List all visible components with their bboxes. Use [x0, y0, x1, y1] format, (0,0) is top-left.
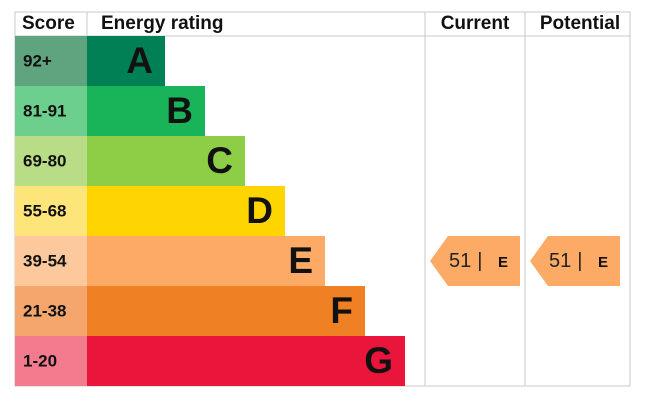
score-label: 92+ [23, 51, 52, 70]
rating-value: 51 | [549, 250, 582, 272]
separator: | [477, 250, 482, 272]
rating-letter: F [330, 290, 353, 331]
rating-bar [87, 36, 165, 86]
rating-letter: A [126, 40, 153, 81]
score-cell [15, 186, 87, 236]
score-cell [15, 36, 87, 86]
score-value: 51 [449, 250, 471, 272]
rating-bar [87, 186, 285, 236]
rating-letter: G [364, 340, 393, 381]
score-cell [15, 136, 87, 186]
score-value: 51 [549, 250, 571, 272]
score-label: 39-54 [23, 251, 67, 270]
rating-arrow [430, 236, 520, 286]
score-label: 81-91 [23, 101, 66, 120]
score-cell [15, 336, 87, 386]
rating-letter: B [166, 90, 193, 131]
header-current: Current [441, 13, 510, 34]
rating-letter-small: E [498, 254, 508, 271]
rating-letter: D [246, 190, 273, 231]
score-label: 21-38 [23, 301, 66, 320]
rating-value: 51 | [449, 250, 482, 272]
rating-bar [87, 236, 325, 286]
score-cell [15, 236, 87, 286]
rating-letter: C [206, 140, 233, 181]
rating-bar [87, 86, 205, 136]
score-label: 69-80 [23, 151, 66, 170]
rating-arrow [530, 236, 620, 286]
separator: | [577, 250, 582, 272]
rating-bar [87, 286, 365, 336]
header-score: Score [22, 13, 75, 34]
rating-letter-small: E [598, 254, 608, 271]
score-label: 1-20 [23, 351, 57, 370]
rating-letter: E [288, 240, 313, 281]
header-rating: Energy rating [101, 13, 223, 34]
score-cell [15, 86, 87, 136]
score-label: 55-68 [23, 201, 66, 220]
header-potential: Potential [540, 13, 620, 34]
score-cell [15, 286, 87, 336]
rating-bar [87, 336, 405, 386]
rating-bar [87, 136, 245, 186]
